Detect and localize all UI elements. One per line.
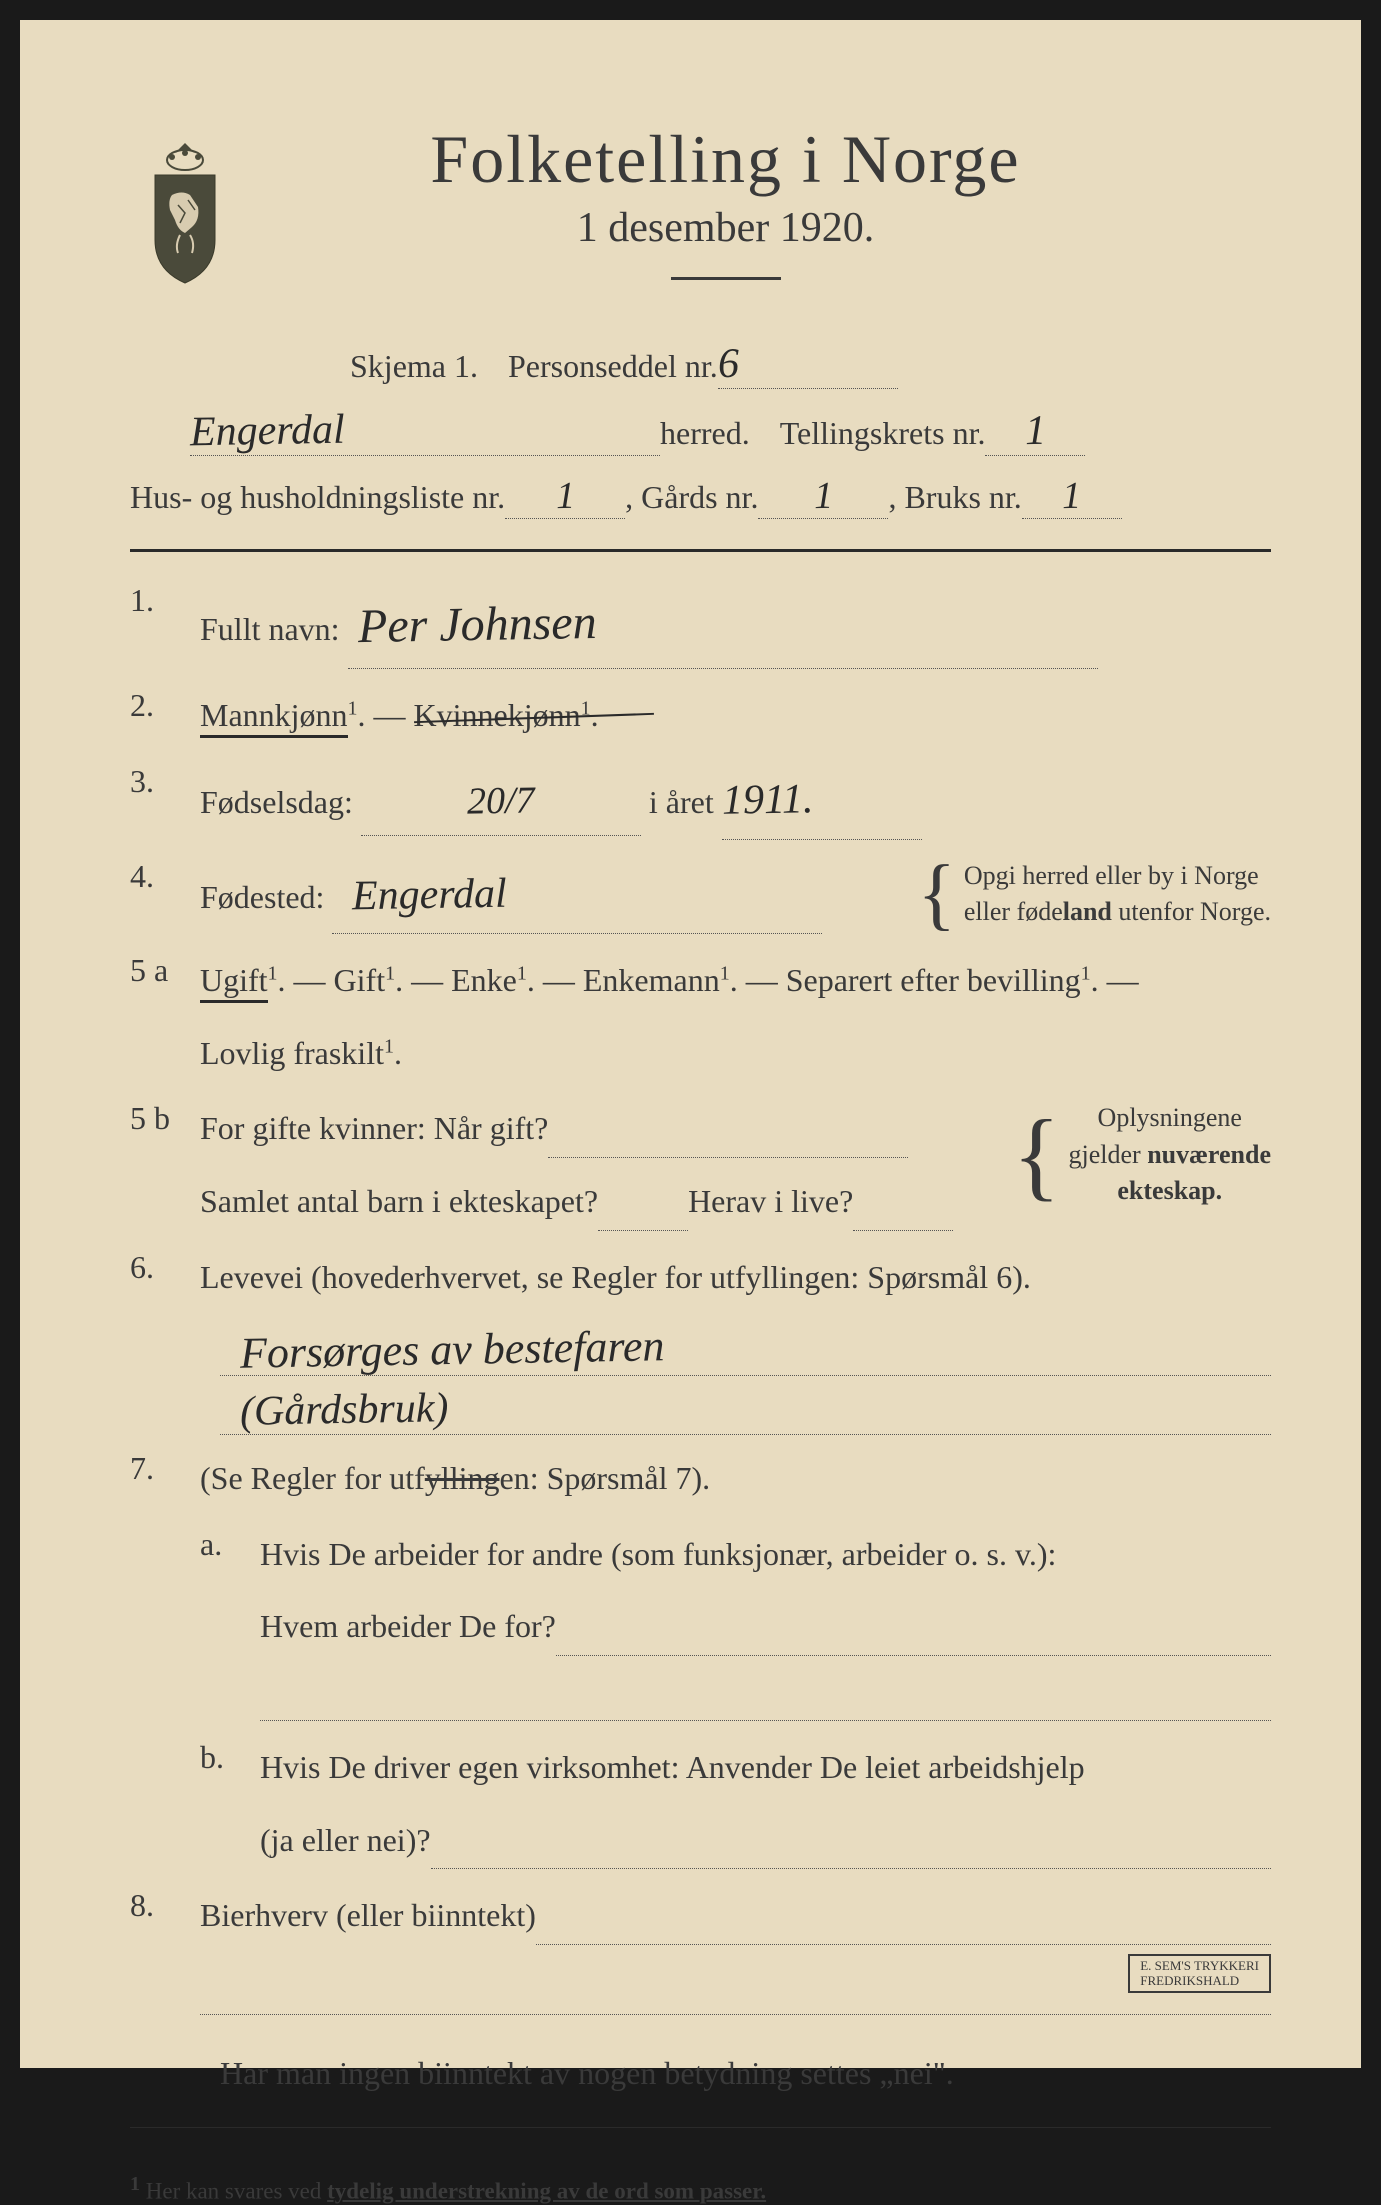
- q5a-enke: Enke: [451, 962, 517, 998]
- q5b-note-line1: Oplysningene: [1069, 1100, 1271, 1136]
- husliste-label: Hus- og husholdningsliste nr.: [130, 479, 505, 516]
- q7-num: 7.: [130, 1450, 200, 1487]
- q2-row: 2. Mannkjønn1. — Kvinnekjønn1.: [130, 687, 1271, 745]
- gaards-value: 1: [814, 474, 834, 518]
- q3-day-value: 20/7: [467, 766, 536, 836]
- q5a-enkemann: Enkemann: [583, 962, 720, 998]
- q3-row: 3. Fødselsdag: 20/7 i året 1911.: [130, 763, 1271, 840]
- header: Folketelling i Norge 1 desember 1920.: [130, 120, 1271, 320]
- q3-label: Fødselsdag:: [200, 784, 353, 820]
- bruks-value: 1: [1062, 474, 1082, 518]
- q6-answer: Forsørges av bestefaren (Gårdsbruk): [130, 1324, 1271, 1435]
- coat-of-arms-icon: [130, 135, 240, 285]
- q8-row: 8. Bierhverv (eller biinntekt) Har man i…: [130, 1887, 1271, 2102]
- q3-num: 3.: [130, 763, 200, 800]
- q7a-letter: a.: [200, 1526, 260, 1563]
- husliste-line: Hus- og husholdningsliste nr. 1 , Gårds …: [130, 474, 1271, 519]
- q1-num: 1.: [130, 582, 200, 619]
- brace-icon: {: [1013, 1130, 1061, 1180]
- q8-label: Bierhverv (eller biinntekt): [200, 1887, 536, 1945]
- q4-label: Fødested:: [200, 879, 324, 915]
- q1-label: Fullt navn:: [200, 611, 340, 647]
- q7b-line1: Hvis De driver egen virksomhet: Anvender…: [260, 1739, 1271, 1797]
- q3-year-value: 1911.: [721, 762, 814, 839]
- herred-label: herred.: [660, 415, 750, 452]
- q8-num: 8.: [130, 1887, 200, 1924]
- q8-blank-line: [200, 1980, 1271, 2015]
- q6-answer-line2: (Gårdsbruk): [240, 1384, 449, 1436]
- personseddel-value: 6: [717, 340, 739, 388]
- q6-row: 6. Levevei (hovederhvervet, se Regler fo…: [130, 1249, 1271, 1307]
- q5a-separert: Separert efter bevilling: [786, 962, 1081, 998]
- q1-value: Per Johnsen: [357, 580, 597, 671]
- tellingskrets-label: Tellingskrets nr.: [780, 415, 986, 452]
- bruks-label: , Bruks nr.: [888, 479, 1021, 516]
- gaards-label: , Gårds nr.: [625, 479, 758, 516]
- schema-line: Skjema 1. Personseddel nr. 6: [130, 340, 1271, 389]
- schema-label: Skjema 1.: [350, 348, 478, 385]
- q5a-ugift: Ugift: [200, 962, 268, 1003]
- subtitle: 1 desember 1920.: [280, 204, 1171, 252]
- q7b-row: b. Hvis De driver egen virksomhet: Anven…: [130, 1739, 1271, 1869]
- q5a-num: 5 a: [130, 952, 200, 989]
- title-divider: [671, 277, 781, 280]
- q2-num: 2.: [130, 687, 200, 724]
- husliste-value: 1: [555, 474, 575, 518]
- brace-icon: {: [917, 874, 955, 914]
- q5a-gift: Gift: [334, 962, 386, 998]
- census-form: Folketelling i Norge 1 desember 1920. Sk…: [20, 20, 1361, 2068]
- q5b-line2b: Herav i live?: [688, 1173, 853, 1231]
- q7a-line2: Hvem arbeider De for?: [260, 1598, 556, 1656]
- q6-label: Levevei (hovederhvervet, se Regler for u…: [200, 1259, 1031, 1295]
- q7b-letter: b.: [200, 1739, 260, 1776]
- main-title: Folketelling i Norge: [280, 120, 1171, 199]
- q7-row: 7. (Se Regler for utfyllingen: Spørsmål …: [130, 1450, 1271, 1508]
- q7a-row: a. Hvis De arbeider for andre (som funks…: [130, 1526, 1271, 1721]
- footer-divider: [130, 2127, 1271, 2128]
- q5b-num: 5 b: [130, 1100, 200, 1137]
- tellingskrets-value: 1: [1025, 407, 1047, 455]
- printer-mark: E. SEM'S TRYKKERI FREDRIKSHALD: [1128, 1954, 1271, 1993]
- q3-year-label: i året: [649, 784, 714, 820]
- q7a-line1: Hvis De arbeider for andre (som funksjon…: [260, 1526, 1271, 1584]
- q7a-blank-line: [260, 1686, 1271, 1721]
- personseddel-label: Personseddel nr.: [508, 348, 718, 385]
- q5b-line2a: Samlet antal barn i ekteskapet?: [200, 1173, 598, 1231]
- q5b-note-line3: ekteskap.: [1069, 1173, 1271, 1209]
- q6-num: 6.: [130, 1249, 200, 1286]
- main-divider: [130, 549, 1271, 552]
- q2-male: Mannkjønn: [200, 697, 348, 738]
- q4-num: 4.: [130, 858, 200, 895]
- q5a-fraskilt: Lovlig fraskilt: [200, 1035, 384, 1071]
- q5b-side-note: { Oplysningene gjelder nuværende ekteska…: [1013, 1100, 1271, 1209]
- q6-answer-line1: Forsørges av bestefaren: [240, 1320, 665, 1378]
- herred-value: Engerdal: [190, 406, 346, 457]
- q5b-line1: For gifte kvinner: Når gift?: [200, 1100, 548, 1158]
- q7b-line2: (ja eller nei)?: [260, 1812, 431, 1870]
- q4-note-line1: Opgi herred eller by i Norge: [964, 858, 1271, 894]
- title-block: Folketelling i Norge 1 desember 1920.: [280, 120, 1271, 320]
- q5a-row: 5 a Ugift1. — Gift1. — Enke1. — Enkemann…: [130, 952, 1271, 1082]
- q4-side-note: { Opgi herred eller by i Norge eller fød…: [917, 858, 1271, 931]
- q8-note: Har man ingen biinntekt av nogen betydni…: [200, 2045, 1271, 2103]
- q2-female-struck: Kvinnekjønn: [414, 697, 581, 733]
- footnote: 1 Her kan svares ved tydelig understrekn…: [130, 2173, 1271, 2205]
- herred-line: Engerdal herred. Tellingskrets nr. 1: [130, 407, 1271, 456]
- q4-value: Engerdal: [352, 856, 508, 934]
- q5b-row: 5 b For gifte kvinner: Når gift? Samlet …: [130, 1100, 1271, 1230]
- q4-row: 4. Fødested: Engerdal { Opgi herred elle…: [130, 858, 1271, 935]
- q1-row: 1. Fullt navn: Per Johnsen: [130, 582, 1271, 669]
